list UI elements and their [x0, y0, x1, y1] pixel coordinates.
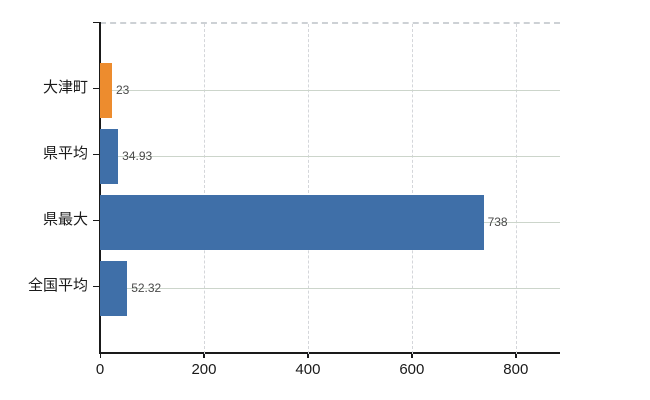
- x-axis-tick: [203, 352, 205, 358]
- y-axis-tick: [93, 153, 100, 155]
- bar: [100, 128, 119, 184]
- y-axis-tick: [93, 87, 100, 89]
- gridline-vertical: [411, 24, 413, 354]
- y-axis-tick: [93, 21, 100, 23]
- x-tick-label: 0: [95, 361, 105, 378]
- gridline-horizontal: [100, 89, 560, 91]
- bar-value-label: 52.32: [131, 281, 162, 295]
- gridline-horizontal: [100, 155, 560, 157]
- x-tick-label: 400: [295, 361, 321, 378]
- category-label: 大津町: [42, 79, 88, 96]
- x-tick-label: 200: [191, 361, 217, 378]
- category-label: 全国平均: [27, 277, 88, 294]
- x-axis-line: [99, 352, 560, 354]
- gridline-vertical: [307, 24, 309, 354]
- gridline-vertical: [203, 24, 205, 354]
- x-axis-tick: [515, 352, 517, 358]
- bar: [100, 62, 112, 118]
- category-label: 県最大: [42, 211, 88, 228]
- plot-area: 23 34.93 738 52.32: [100, 22, 560, 354]
- y-axis-tick: [93, 285, 100, 287]
- x-axis-tick: [411, 352, 413, 358]
- y-axis-tick: [93, 219, 100, 221]
- bar-value-label: 738: [487, 215, 508, 229]
- gridline-vertical: [515, 24, 517, 354]
- bar: [100, 194, 484, 250]
- category-label: 県平均: [42, 145, 88, 162]
- bar-value-label: 34.93: [122, 149, 153, 163]
- x-axis-tick: [99, 352, 101, 358]
- gridline-horizontal: [100, 287, 560, 289]
- bar: [100, 260, 128, 316]
- x-tick-label: 600: [399, 361, 425, 378]
- x-axis-tick: [307, 352, 309, 358]
- bar-value-label: 23: [115, 83, 130, 97]
- y-axis-line: [99, 22, 101, 352]
- x-tick-label: 800: [503, 361, 529, 378]
